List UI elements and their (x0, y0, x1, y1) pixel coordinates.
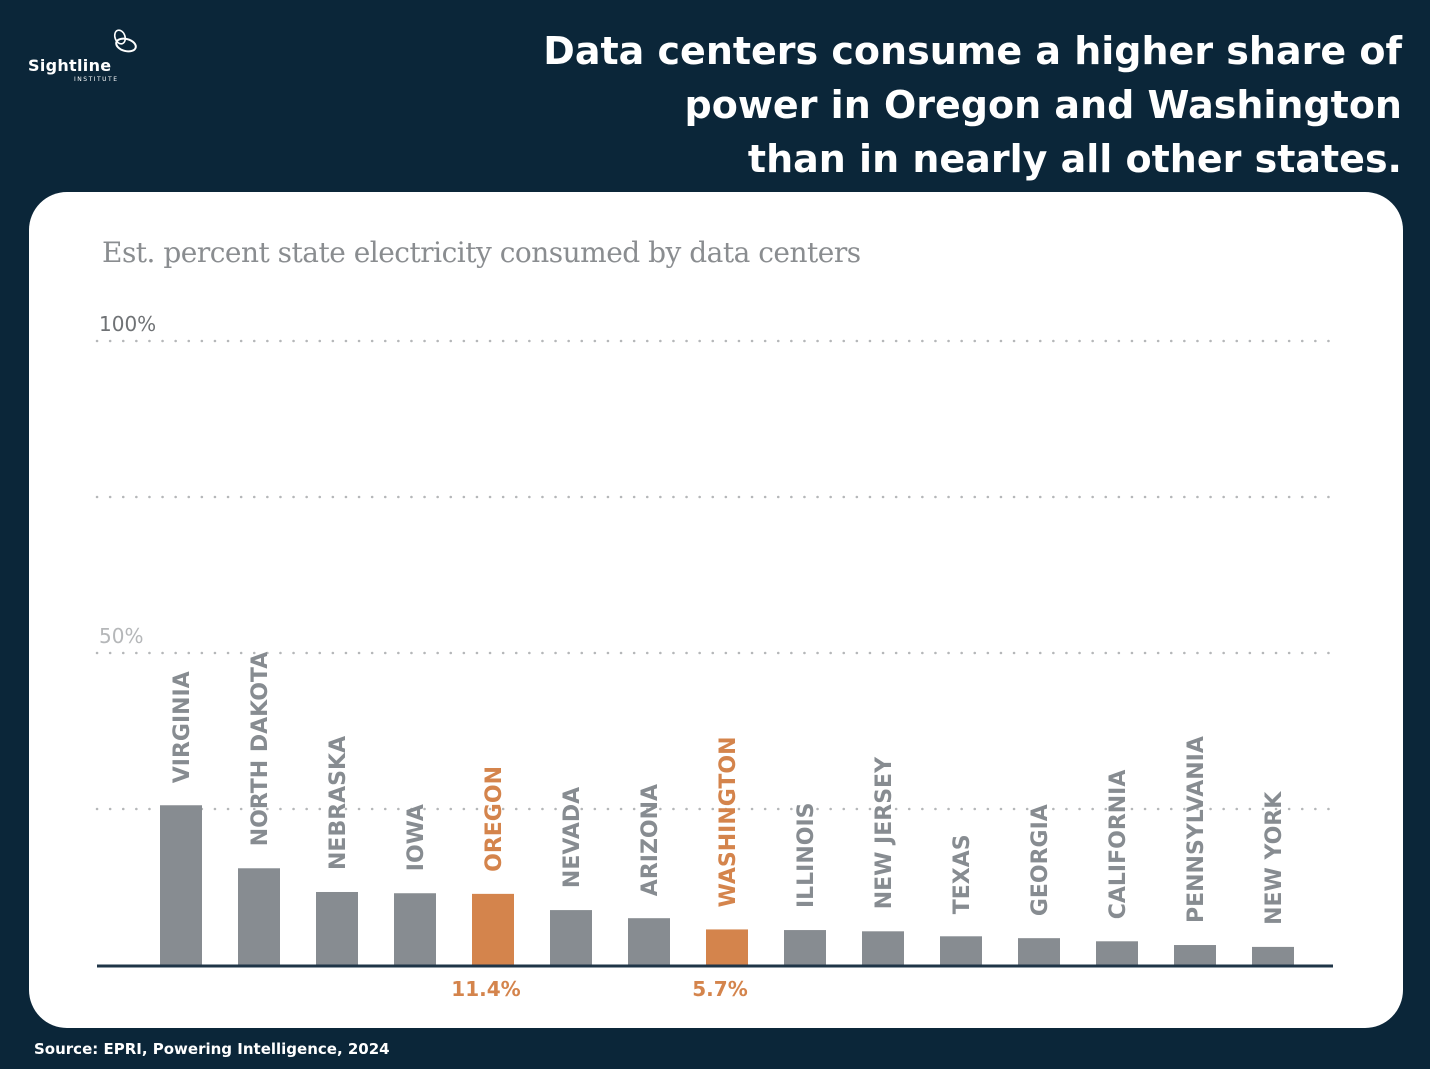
logo-name: Sightline (28, 56, 112, 75)
bar-arizona (628, 918, 670, 965)
x-category-label: NEW JERSEY (872, 756, 897, 909)
x-category-label: IOWA (404, 804, 429, 871)
bar-nevada (550, 910, 592, 965)
x-category-label: ILLINOIS (794, 802, 819, 908)
x-category-label: NEBRASKA (326, 736, 351, 870)
y-tick-label: 100% (99, 312, 156, 336)
logo-sub: INSTITUTE (74, 76, 119, 83)
bar-north-dakota (238, 868, 280, 965)
bar-california (1096, 941, 1138, 965)
bar-georgia (1018, 938, 1060, 965)
x-category-label: GEORGIA (1028, 804, 1053, 916)
x-category-label: NEW YORK (1262, 791, 1287, 925)
bar-nebraska (316, 891, 358, 965)
x-category-label: NORTH DAKOTA (248, 652, 273, 847)
x-category-label: WASHINGTON (716, 736, 741, 907)
logo-mark-icon (113, 29, 137, 53)
chart-title: Est. percent state electricity consumed … (102, 236, 861, 269)
y-tick-label: 50% (99, 624, 143, 648)
data-label: 11.4% (451, 977, 520, 1001)
title-line: than in nearly all other states. (747, 137, 1402, 181)
x-category-label: NEVADA (560, 787, 585, 888)
x-category-label: PENNSYLVANIA (1184, 736, 1209, 923)
x-category-label: ARIZONA (638, 784, 663, 896)
bar-washington (706, 929, 748, 965)
bar-oregon (472, 893, 514, 965)
bar-new-jersey (862, 931, 904, 965)
bar-new-york (1252, 946, 1294, 965)
bar-illinois (784, 930, 826, 965)
data-label: 5.7% (692, 977, 747, 1001)
x-category-label: CALIFORNIA (1106, 770, 1131, 920)
title-line: power in Oregon and Washington (684, 83, 1402, 127)
bar-pennsylvania (1174, 945, 1216, 965)
bar-texas (940, 936, 982, 965)
title-line: Data centers consume a higher share of (543, 29, 1402, 73)
bar-virginia (160, 805, 202, 965)
x-category-label: TEXAS (950, 834, 975, 914)
x-category-label: VIRGINIA (170, 671, 195, 783)
bar-iowa (394, 893, 436, 965)
source-note: Source: EPRI, Powering Intelligence, 202… (34, 1040, 390, 1058)
page-title: Data centers consume a higher share of p… (543, 24, 1402, 186)
x-category-label: OREGON (482, 766, 507, 872)
